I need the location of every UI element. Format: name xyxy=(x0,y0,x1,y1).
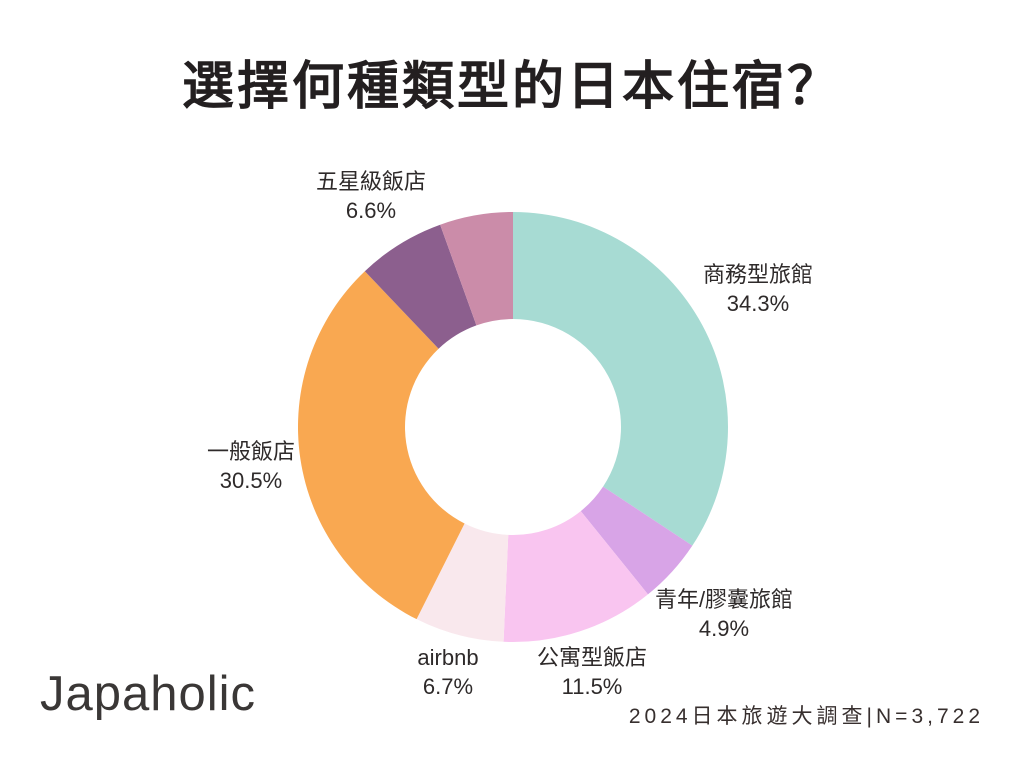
donut-slice-一般飯店 xyxy=(297,271,465,620)
brand-logo: Japaholic xyxy=(40,667,257,721)
slice-label-airbnb: airbnb 6.7% xyxy=(417,643,478,701)
slice-label-一般飯店: 一般飯店 30.5% xyxy=(207,437,295,495)
slice-label-text: 一般飯店 xyxy=(206,439,296,464)
donut-slice-青年/膠囊旅館 xyxy=(580,486,693,595)
donut-slice-公寓型飯店 xyxy=(503,511,648,642)
slice-value-text: 6.6% xyxy=(345,198,397,224)
slice-label-青年/膠囊旅館: 青年/膠囊旅館 4.9% xyxy=(655,585,793,643)
source-note: 2024日本旅遊大調查|N=3,722 xyxy=(628,705,984,728)
slice-label-公寓型飯店: 公寓型飯店 11.5% xyxy=(537,643,647,701)
slice-value-text: 6.7% xyxy=(422,674,474,700)
slice-label-text: airbnb xyxy=(417,645,479,670)
slice-value-text: 30.5% xyxy=(219,468,283,494)
slice-label-商務型旅館: 商務型旅館 34.3% xyxy=(703,260,813,318)
donut-slice-五星級飯店 xyxy=(364,224,477,349)
slice-label-text: 公寓型飯店 xyxy=(536,645,648,670)
slice-label-text: 商務型旅館 xyxy=(702,262,814,287)
slice-label-text: 五星級飯店 xyxy=(315,169,427,194)
slice-label-五星級飯店: 五星級飯店 6.6% xyxy=(316,167,426,225)
slice-label-text: 青年/膠囊旅館 xyxy=(654,587,794,612)
donut-slice-airbnb xyxy=(416,523,509,642)
donut-svg xyxy=(297,212,729,642)
chart-title: 選擇何種類型的日本住宿？ xyxy=(181,58,842,116)
slice-value-text: 4.9% xyxy=(698,616,750,642)
slice-value-text: 34.3% xyxy=(726,291,790,317)
donut-slice-unlabeled xyxy=(440,212,513,326)
slice-value-text: 11.5% xyxy=(561,674,623,700)
donut-slice-商務型旅館 xyxy=(513,212,729,546)
